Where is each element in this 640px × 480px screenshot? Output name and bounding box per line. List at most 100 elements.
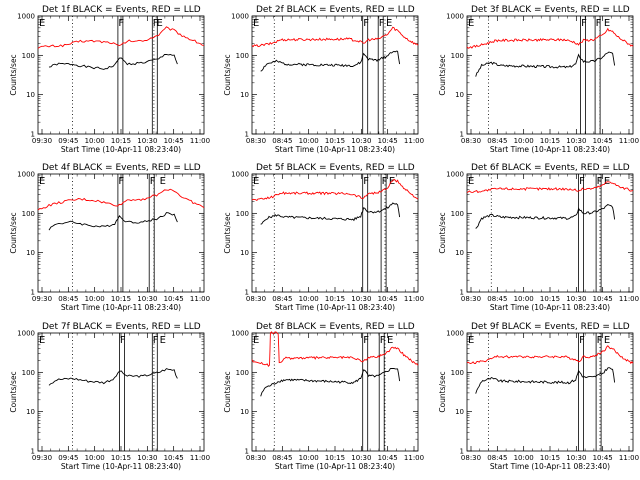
flag-marker-letter: F xyxy=(597,335,603,346)
flag-marker-letter: E xyxy=(253,335,259,346)
detector-panel: Det 7f BLACK = Events, RED = LLD 1 10 100 10… xyxy=(9,322,210,471)
lld-rate-line xyxy=(37,26,205,49)
x-tick-label: 08:45 xyxy=(272,454,292,462)
x-tick-label: 08:30 xyxy=(246,454,266,462)
y-tick-label: 1000 xyxy=(17,330,35,338)
y-tick-label: 100 xyxy=(22,210,35,218)
detector-panel: Det 4f BLACK = Events, RED = LLD 1 10 100 10… xyxy=(9,163,210,312)
panel-title: Det 5f BLACK = Events, RED = LLD xyxy=(256,163,415,173)
x-axis-label: Start Time (10-Apr-11 08:23:40) xyxy=(275,303,395,312)
y-tick-label: 1000 xyxy=(231,330,249,338)
y-tick-label: 10 xyxy=(455,91,464,99)
lld-rate-line xyxy=(466,181,634,194)
detector-panel: Det 2f BLACK = Events, RED = LLD 1 10 100 10… xyxy=(223,5,424,154)
flag-marker-letter: E xyxy=(39,18,45,29)
y-tick-label: 10 xyxy=(240,249,249,257)
x-tick-label: 10:15 xyxy=(111,454,131,462)
y-axis-label: Counts/sec xyxy=(438,212,447,253)
panel-title: Det 2f BLACK = Events, RED = LLD xyxy=(256,5,415,15)
flag-marker-letter: E xyxy=(468,18,474,29)
x-tick-label: 08:30 xyxy=(461,137,481,145)
flag-marker-letter: E xyxy=(160,335,166,346)
lld-rate-line xyxy=(251,26,419,48)
y-tick-label: 1000 xyxy=(446,330,464,338)
plot-frame xyxy=(251,15,419,135)
y-axis-label: Counts/sec xyxy=(223,54,232,95)
y-tick-label: 10 xyxy=(26,408,35,416)
x-axis-label: Start Time (10-Apr-11 08:23:40) xyxy=(61,145,181,154)
flag-marker-letter: F xyxy=(379,18,385,29)
x-tick-label: 10:45 xyxy=(164,454,184,462)
x-tick-label: 10:15 xyxy=(540,454,560,462)
plot-frame xyxy=(251,173,419,293)
flag-marker-letter: E xyxy=(604,18,610,29)
y-tick-label: 10 xyxy=(240,91,249,99)
x-tick-label: 08:45 xyxy=(272,295,292,303)
x-axis-label: Start Time (10-Apr-11 08:23:40) xyxy=(490,145,610,154)
y-tick-label: 10 xyxy=(26,249,35,257)
panel-title: Det 4f BLACK = Events, RED = LLD xyxy=(42,163,201,173)
x-tick-label: 10:00 xyxy=(299,137,319,145)
flag-marker-letter: F xyxy=(363,335,369,346)
flag-marker-letter: F xyxy=(380,335,386,346)
y-tick-label: 10 xyxy=(455,408,464,416)
y-tick-label: 100 xyxy=(451,369,464,377)
flag-marker-letter: F xyxy=(153,335,159,346)
flag-marker-letter: F xyxy=(118,18,124,29)
x-tick-label: 08:45 xyxy=(487,295,507,303)
x-tick-label: 09:45 xyxy=(58,454,78,462)
x-tick-label: 10:00 xyxy=(85,295,105,303)
flag-marker-letter: F xyxy=(579,176,585,187)
y-tick-label: 1000 xyxy=(17,171,35,179)
flag-marker-letter: E xyxy=(604,335,610,346)
flag-marker-letter: F xyxy=(363,18,369,29)
x-tick-label: 08:30 xyxy=(246,137,266,145)
x-tick-label: 10:00 xyxy=(299,295,319,303)
x-tick-label: 08:30 xyxy=(461,454,481,462)
x-tick-label: 08:45 xyxy=(272,137,292,145)
plot-frame xyxy=(37,173,205,293)
x-axis-label: Start Time (10-Apr-11 08:23:40) xyxy=(490,462,610,471)
x-tick-label: 11:00 xyxy=(619,137,639,145)
x-tick-label: 10:45 xyxy=(593,137,613,145)
x-tick-label: 10:30 xyxy=(351,295,371,303)
y-axis-label: Counts/sec xyxy=(9,54,18,95)
x-axis-label: Start Time (10-Apr-11 08:23:40) xyxy=(61,303,181,312)
flag-marker-letter: F xyxy=(153,18,159,29)
y-tick-label: 1 xyxy=(31,289,35,297)
y-axis-label: Counts/sec xyxy=(438,371,447,412)
flag-marker-letter: F xyxy=(150,176,156,187)
flag-marker-letter: F xyxy=(382,176,388,187)
flag-marker-letter: E xyxy=(468,335,474,346)
x-tick-label: 10:30 xyxy=(137,137,157,145)
y-tick-label: 100 xyxy=(451,210,464,218)
x-tick-label: 10:30 xyxy=(566,295,586,303)
y-tick-label: 10 xyxy=(240,408,249,416)
x-tick-label: 08:45 xyxy=(487,137,507,145)
panel-title: Det 7f BLACK = Events, RED = LLD xyxy=(42,322,201,332)
x-tick-label: 10:15 xyxy=(111,137,131,145)
x-tick-label: 10:00 xyxy=(514,454,534,462)
flag-marker-letter: E xyxy=(468,176,474,187)
x-tick-label: 10:15 xyxy=(540,295,560,303)
detector-panel: Det 3f BLACK = Events, RED = LLD 1 10 100 10… xyxy=(438,5,639,154)
lld-rate-line xyxy=(466,27,634,49)
flag-marker-letter: E xyxy=(253,18,259,29)
plot-frame xyxy=(466,332,634,452)
x-tick-label: 10:00 xyxy=(299,454,319,462)
x-tick-label: 10:00 xyxy=(514,137,534,145)
x-tick-label: 10:45 xyxy=(593,295,613,303)
events-rate-line xyxy=(475,367,616,394)
y-tick-label: 1000 xyxy=(231,13,249,21)
x-tick-label: 09:30 xyxy=(32,295,52,303)
detector-panel: Det 8f BLACK = Events, RED = LLD 1 10 100 10… xyxy=(223,322,424,471)
plot-frame xyxy=(466,15,634,135)
x-tick-label: 09:30 xyxy=(32,454,52,462)
x-tick-label: 10:30 xyxy=(566,137,586,145)
x-tick-label: 11:00 xyxy=(190,137,210,145)
x-tick-label: 08:45 xyxy=(58,295,78,303)
lld-rate-line xyxy=(466,345,634,365)
y-tick-label: 100 xyxy=(236,210,249,218)
y-tick-label: 1 xyxy=(460,448,464,456)
y-axis-label: Counts/sec xyxy=(9,371,18,412)
